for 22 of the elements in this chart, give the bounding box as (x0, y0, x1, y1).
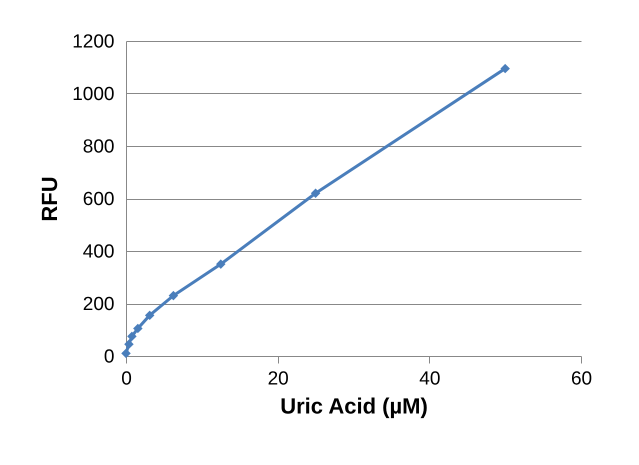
y-tick-label: 1000 (72, 84, 114, 105)
y-tick-label: 0 (104, 346, 114, 368)
y-tick-label: 1200 (72, 32, 114, 52)
x-axis-title: Uric Acid (µM) (280, 394, 428, 418)
point (121, 348, 131, 358)
point (124, 339, 134, 349)
y-tick-label: 800 (82, 136, 114, 158)
y-tick-label: 400 (82, 242, 114, 262)
point (133, 324, 143, 334)
x-tick-label: 0 (121, 368, 132, 390)
point (310, 188, 320, 198)
point (168, 290, 178, 300)
point (500, 64, 510, 74)
x-tick-label: 60 (570, 368, 592, 390)
y-tick-label: 200 (82, 294, 114, 315)
y-tick-label: 600 (82, 189, 114, 210)
point (216, 259, 226, 269)
x-tick-label: 40 (419, 368, 440, 390)
y-axis-title: RFU (37, 176, 62, 222)
point (144, 310, 154, 320)
point (127, 332, 137, 342)
x-tick-label: 20 (268, 368, 289, 390)
